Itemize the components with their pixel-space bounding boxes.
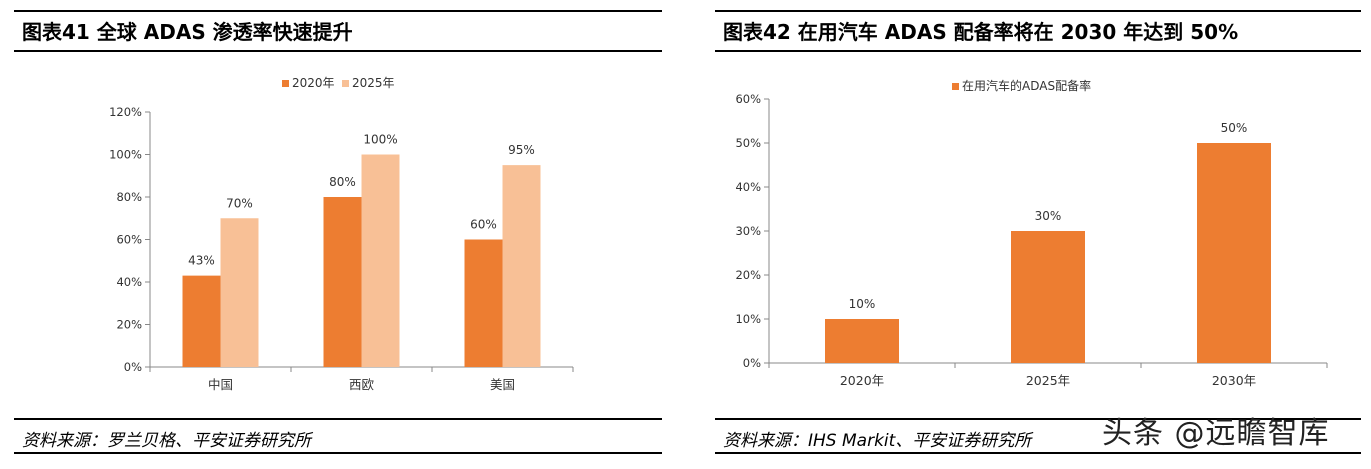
x-tick-label: 2020年 — [840, 373, 884, 388]
left-figure-title-bar: 图表41 全球 ADAS 渗透率快速提升 — [14, 10, 662, 52]
right-chart: 在用汽车的ADAS配备率 0% 10% 20% 30% 40% 50% 60% 10% 2020年… — [735, 78, 1328, 388]
data-label: 95% — [508, 143, 535, 157]
data-label: 100% — [363, 133, 397, 147]
left-source-note: 资料来源：罗兰贝格、平安证券研究所 — [22, 431, 311, 451]
right-figure-title: 图表42 在用汽车 ADAS 配备率将在 2030 年达到 50% — [723, 20, 1239, 44]
data-label: 43% — [188, 254, 215, 268]
legend-swatch-0 — [282, 80, 289, 87]
x-tick-label: 2025年 — [1026, 373, 1070, 388]
y-tick-label: 60% — [735, 92, 761, 106]
y-tick-label: 50% — [735, 136, 761, 150]
y-tick-label: 20% — [116, 318, 142, 332]
y-tick-label: 40% — [735, 180, 761, 194]
data-label: 80% — [329, 175, 356, 189]
left-chart: 2020年 2025年 0% 20% 40% 60% 80% 100% 120% 43% 70% 中国… — [109, 76, 574, 392]
data-label: 10% — [849, 297, 876, 311]
x-tick-label: 美国 — [490, 377, 515, 392]
left-source-bar: 资料来源：罗兰贝格、平安证券研究所 — [14, 418, 662, 454]
data-label: 30% — [1035, 209, 1062, 223]
bar-1-1 — [361, 154, 400, 367]
left-figure-panel: 图表41 全球 ADAS 渗透率快速提升 2020年 2025年 0% 20% 40% 6… — [14, 0, 662, 469]
legend-label-0: 2020年 — [292, 76, 335, 90]
legend-label-0: 在用汽车的ADAS配备率 — [962, 78, 1091, 93]
watermark: 头条 @远瞻智库 — [1102, 416, 1330, 451]
y-tick-label: 10% — [735, 312, 761, 326]
x-tick-label: 西欧 — [349, 377, 375, 392]
bar-1-0 — [1011, 231, 1085, 363]
y-tick-label: 60% — [116, 233, 142, 247]
right-source-note: 资料来源：IHS Markit、平安证券研究所 — [723, 431, 1032, 451]
right-source-bar: 资料来源：IHS Markit、平安证券研究所 — [715, 418, 1361, 454]
bar-0-1 — [220, 218, 259, 367]
bar-2-0 — [464, 239, 503, 367]
legend-label-1: 2025年 — [352, 76, 395, 90]
right-figure-title-bar: 图表42 在用汽车 ADAS 配备率将在 2030 年达到 50% — [715, 10, 1361, 52]
x-tick-label: 中国 — [208, 377, 233, 392]
x-tick-label: 2030年 — [1212, 373, 1256, 388]
y-tick-label: 80% — [116, 190, 142, 204]
bar-2-1 — [502, 165, 541, 367]
y-tick-label: 100% — [109, 148, 142, 162]
y-tick-label: 40% — [116, 275, 142, 289]
left-figure-title: 图表41 全球 ADAS 渗透率快速提升 — [22, 20, 353, 44]
legend-swatch-1 — [342, 80, 349, 87]
y-tick-label: 20% — [735, 268, 761, 282]
data-label: 60% — [470, 218, 497, 232]
y-tick-label: 0% — [743, 356, 761, 370]
y-tick-label: 30% — [735, 224, 761, 238]
right-figure-panel: 图表42 在用汽车 ADAS 配备率将在 2030 年达到 50% 在用汽车的A… — [715, 0, 1361, 469]
data-label: 50% — [1221, 121, 1248, 135]
bar-1-0 — [323, 197, 362, 367]
data-label: 70% — [226, 196, 253, 210]
bar-0-0 — [825, 319, 899, 363]
legend-swatch-0 — [952, 83, 959, 90]
y-tick-label: 120% — [109, 105, 142, 119]
bar-2-0 — [1197, 143, 1271, 363]
y-tick-label: 0% — [124, 360, 142, 374]
bar-0-0 — [182, 275, 221, 367]
